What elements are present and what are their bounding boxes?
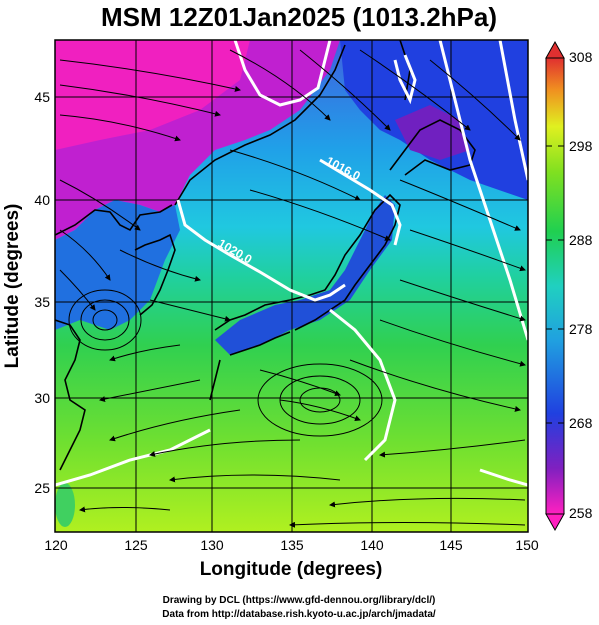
- x-tick: 135: [280, 537, 304, 553]
- map-frame: [54, 39, 529, 533]
- isobars: [55, 40, 528, 487]
- y-tick-labels: 25 30 35 40 45: [34, 89, 50, 496]
- y-tick: 40: [34, 192, 50, 208]
- colorbar-tick-label: 308: [569, 49, 593, 65]
- map-title: MSM 12Z01Jan2025 (1013.2hPa): [101, 2, 497, 32]
- taiwan-island: [55, 483, 75, 527]
- wind-streamlines: [59, 49, 526, 528]
- y-axis-label: Latitude (degrees): [2, 204, 23, 369]
- x-tick: 140: [360, 537, 384, 553]
- x-tick-labels: 120 125 130 135 140 145 150: [44, 537, 539, 553]
- x-tick: 125: [124, 537, 148, 553]
- y-tick: 25: [34, 480, 50, 496]
- coastlines: [55, 40, 476, 471]
- high-pressure-swirl: [257, 363, 383, 437]
- lat-lon-grid: [55, 40, 528, 532]
- colorbar-lower-arrow: [545, 513, 565, 532]
- y-tick: 30: [34, 390, 50, 406]
- y-tick: 45: [34, 89, 50, 105]
- x-axis-label: Longitude (degrees): [200, 559, 383, 580]
- colorbar-ticks: [546, 145, 564, 424]
- japan-cool-region: [215, 195, 395, 355]
- colorbar-tick-label: 278: [569, 321, 593, 337]
- x-tick: 145: [439, 537, 463, 553]
- coldest-airmass-region: [55, 40, 250, 150]
- map-plot-area: 1016.0 1020.0: [55, 40, 528, 532]
- colorbar-tick-label: 268: [569, 415, 593, 431]
- colorbar-tick-label: 258: [569, 505, 593, 521]
- credit-drawing: Drawing by DCL (https://www.gfd-dennou.o…: [163, 595, 436, 606]
- colorbar-tick-label: 288: [569, 232, 593, 248]
- colorbar-upper-arrow: [545, 40, 565, 59]
- y-tick: 35: [34, 294, 50, 310]
- vortex-swirl: [68, 289, 142, 351]
- colorbar-tick-label: 298: [569, 138, 593, 154]
- colorbar-gradient: [545, 57, 565, 515]
- colorbar: 308 298 288 278 268 258: [545, 40, 593, 532]
- credit-data-source: Data from http://database.rish.kyoto-u.a…: [162, 609, 436, 620]
- cool-land-region: [55, 200, 180, 330]
- x-tick: 130: [200, 537, 224, 553]
- x-tick: 120: [44, 537, 68, 553]
- x-tick: 150: [515, 537, 539, 553]
